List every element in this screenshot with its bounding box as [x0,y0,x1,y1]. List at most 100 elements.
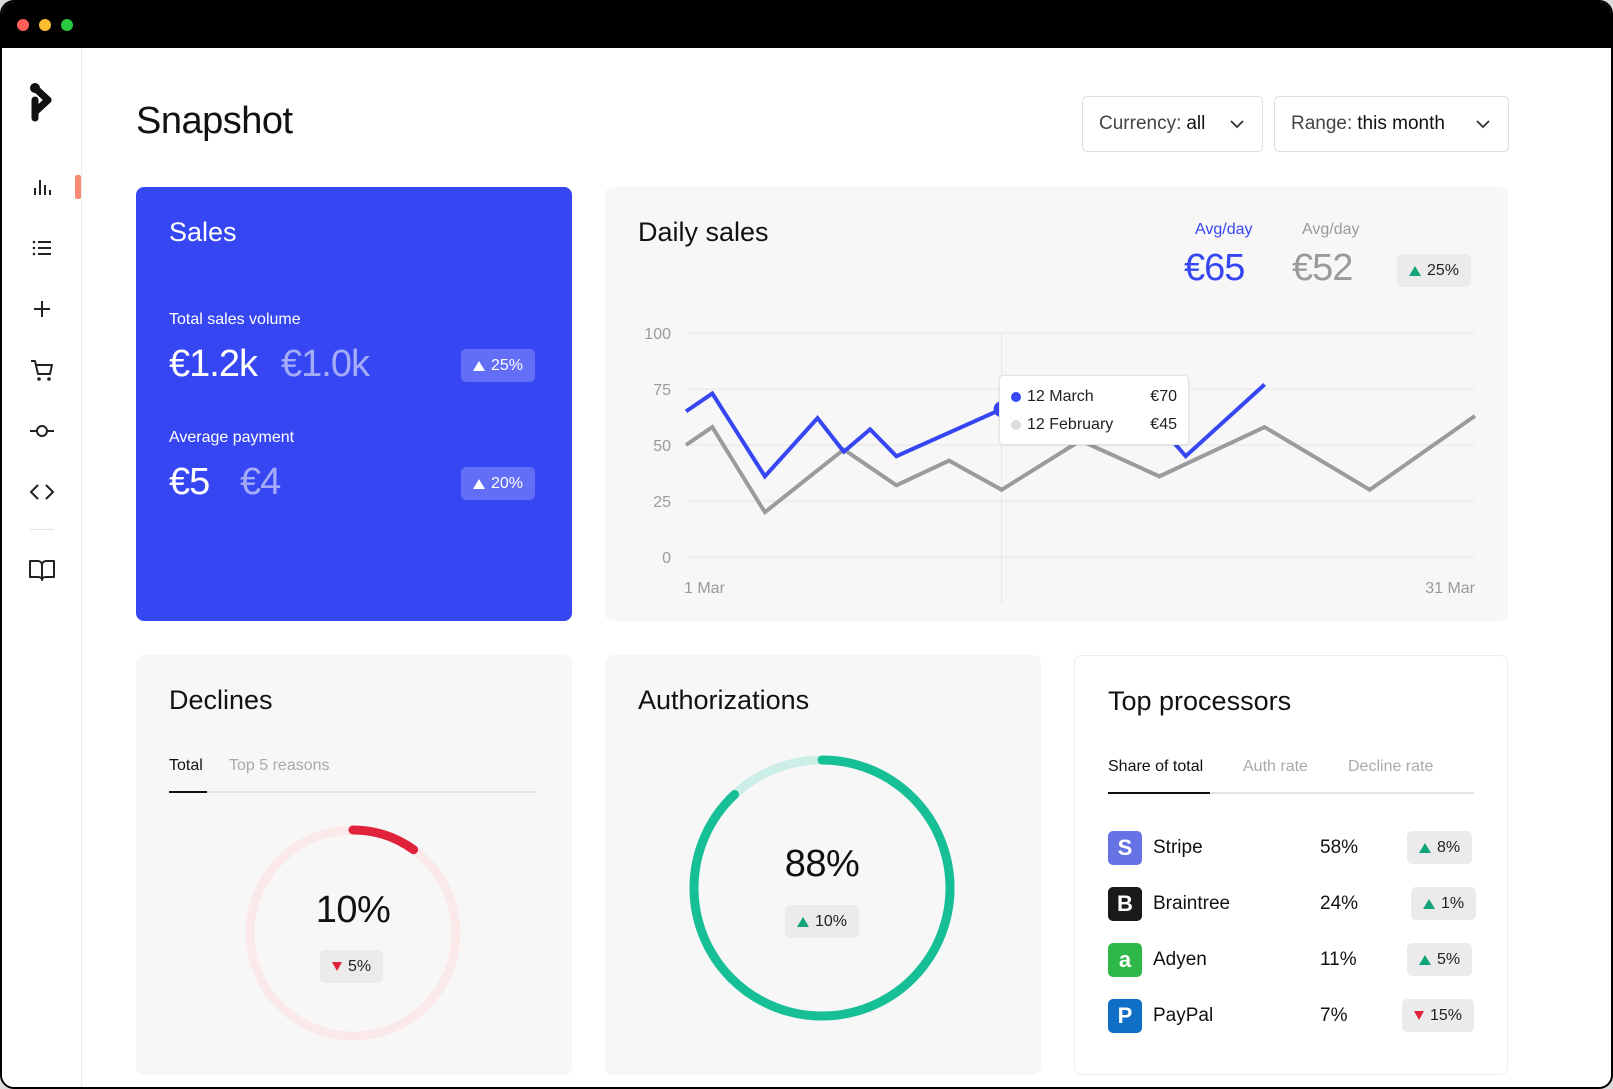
declines-change: 5% [348,957,372,975]
daily-sales-change: 25% [1427,261,1460,279]
processor-share: 24% [1320,893,1359,914]
authorizations-donut [689,755,955,1021]
processor-row-stripe[interactable]: S Stripe 58% 8% [1108,831,1474,865]
processor-share: 7% [1320,1005,1348,1026]
arrow-up-icon [797,916,809,927]
processor-row-adyen[interactable]: a Adyen 11% 5% [1108,943,1474,977]
range-select-label: Range: [1291,113,1353,134]
processor-change-badge: 8% [1407,831,1473,864]
processor-change: 8% [1437,838,1461,856]
processor-change: 1% [1441,894,1465,912]
currency-select-value: all [1186,113,1206,134]
daily-sales-title: Daily sales [638,217,769,247]
y-tick-label: 75 [653,382,671,399]
currency-select[interactable]: Currency: all [1082,96,1263,152]
processor-name: Adyen [1153,949,1207,970]
arrow-up-icon [473,478,485,489]
tab-share-of-total[interactable]: Share of total [1108,758,1210,794]
processor-share: 11% [1320,949,1357,970]
declines-donut-track [245,825,461,1041]
total-sales-previous: €1.0k [281,343,370,385]
range-select-value: this month [1357,113,1445,134]
processor-name: PayPal [1153,1005,1214,1026]
paypal-logo-icon: P [1108,999,1142,1033]
adyen-logo-icon: a [1108,943,1142,977]
sidebar-item-add[interactable] [28,295,56,323]
current-avg-label: Avg/day [1195,221,1253,238]
plus-icon [34,301,50,317]
total-sales-change-badge: 25% [461,349,536,382]
title-bar [2,2,1611,48]
authorizations-change: 10% [815,912,848,930]
stripe-logo-icon: S [1108,831,1142,865]
arrow-down-icon [332,962,342,971]
currency-select-label: Currency: [1099,113,1182,134]
chart-tooltip: 12 March €70 12 February €45 [999,375,1189,445]
sidebar-divider [30,529,54,530]
average-payment-previous: €4 [240,461,281,503]
sidebar-item-workflows[interactable] [28,417,56,445]
tooltip-previous-value: €45 [1150,416,1177,433]
sales-card: Sales Total sales volume €1.2k €1.0k 25%… [136,187,572,621]
processor-row-braintree[interactable]: B Braintree 24% 1% [1108,887,1477,921]
processor-row-paypal[interactable]: P PayPal 7% 15% [1108,999,1475,1033]
maximize-window-button[interactable] [61,19,73,31]
daily-sales-change-badge: 25% [1397,254,1472,287]
arrow-up-icon [1419,842,1431,853]
processor-change-badge: 5% [1407,943,1473,976]
declines-change-badge: 5% [320,950,384,983]
tab-decline-rate[interactable]: Decline rate [1348,758,1434,775]
tooltip-dot-current [1011,392,1021,402]
y-tick-label: 100 [644,326,671,343]
sidebar [2,48,82,1087]
tooltip-current-value: €70 [1150,388,1177,405]
chevron-down-icon [1230,120,1244,129]
sidebar-item-analytics[interactable] [28,173,56,201]
tooltip-dot-previous [1011,420,1021,430]
authorizations-title: Authorizations [638,685,810,715]
page-title: Snapshot [136,100,293,142]
processor-name: Braintree [1153,893,1231,914]
range-select[interactable]: Range: this month [1274,96,1509,152]
y-tick-label: 0 [662,550,671,567]
sidebar-item-list[interactable] [28,234,56,262]
arrow-up-icon [473,360,485,371]
y-tick-label: 25 [653,494,671,511]
sidebar-item-developers[interactable] [28,478,56,506]
main-content: Snapshot Currency: all Range: this month… [82,48,1611,1087]
declines-donut-arc [245,825,461,1041]
chevron-down-icon [1476,120,1490,129]
close-window-button[interactable] [17,19,29,31]
book-icon [29,560,55,581]
declines-donut [245,825,461,1041]
processor-change: 15% [1430,1006,1463,1024]
processor-name: Stripe [1153,837,1203,858]
arrow-up-icon [1409,265,1421,276]
y-tick-label: 50 [653,438,671,455]
processor-change-badge: 1% [1411,887,1477,920]
tab-top-5-reasons[interactable]: Top 5 reasons [229,757,330,774]
total-sales-value: €1.2k [169,343,258,385]
bar-chart-icon [34,180,51,195]
sidebar-item-orders[interactable] [28,356,56,384]
authorizations-change-badge: 10% [785,905,860,938]
app-logo[interactable] [28,82,56,127]
authorizations-card: Authorizations 88% 10% [605,655,1041,1075]
tab-total[interactable]: Total [169,757,207,793]
sales-title: Sales [169,217,237,247]
cart-icon [31,360,53,381]
tab-auth-rate[interactable]: Auth rate [1243,758,1308,775]
average-payment-value: €5 [169,461,210,503]
previous-avg-label: Avg/day [1302,221,1360,238]
top-processors-card: Top processors Share of total Auth rate … [1074,655,1508,1075]
daily-sales-card: Daily sales Avg/day €65 Avg/day €52 25% … [605,187,1508,621]
declines-title: Declines [169,685,273,715]
declines-tabs: Total Top 5 reasons [169,757,536,793]
commit-icon [30,425,54,437]
sidebar-item-docs[interactable] [28,556,56,584]
arrow-up-icon [1419,954,1431,965]
previous-avg-value: €52 [1292,247,1353,289]
arrow-down-icon [1414,1011,1424,1020]
minimize-window-button[interactable] [39,19,51,31]
